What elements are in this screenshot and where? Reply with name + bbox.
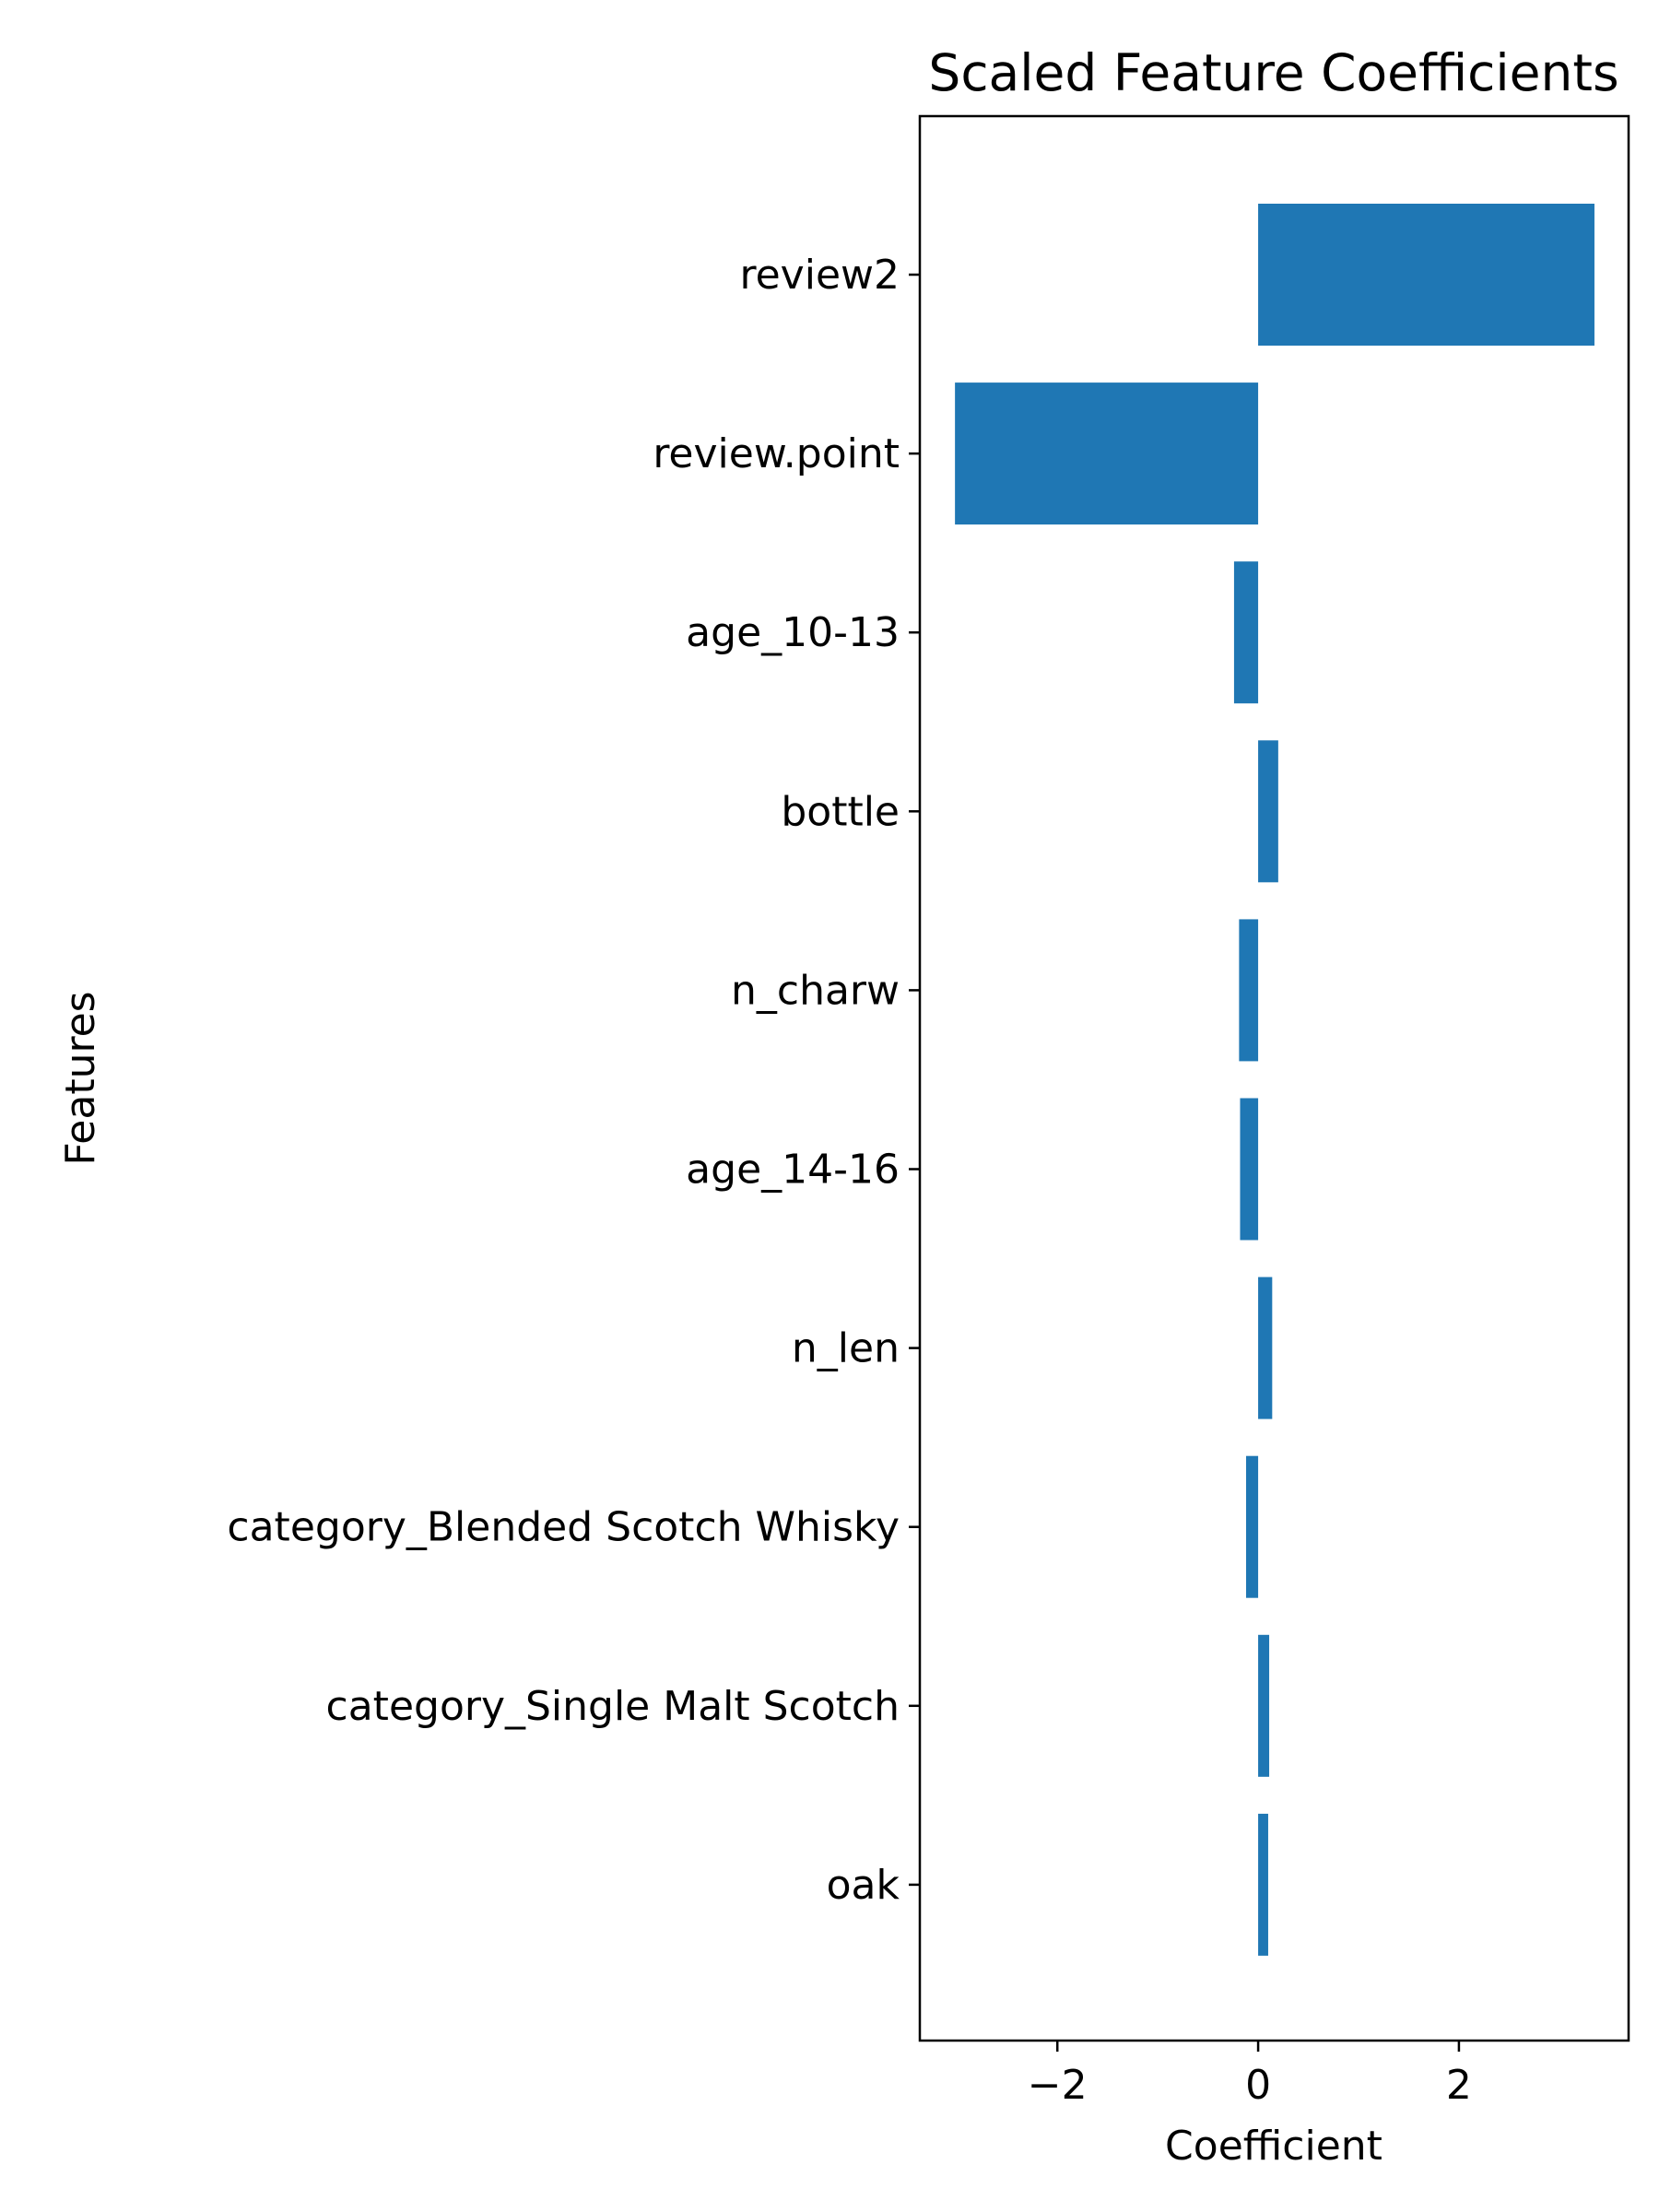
bar-7	[1246, 1455, 1259, 1598]
y-tick-label-3: bottle	[781, 788, 900, 835]
x-tick-label-2: 2	[1446, 2062, 1472, 2109]
x-axis-ticks: −2 0 2	[1028, 2041, 1472, 2109]
bar-0	[1258, 204, 1594, 346]
plot-frame	[918, 114, 1630, 2042]
y-tick-label-7: category_Blended Scotch Whisky	[227, 1504, 900, 1551]
bars-group	[955, 204, 1594, 1956]
bar-5	[1240, 1098, 1259, 1241]
y-axis-label: Features	[57, 991, 104, 1165]
bar-4	[1239, 919, 1259, 1062]
y-tick-label-6: n_len	[792, 1325, 900, 1372]
bar-1	[955, 382, 1259, 525]
x-axis-label: Coefficient	[1165, 2123, 1382, 2170]
y-tick-label-9: oak	[827, 1862, 900, 1909]
y-tick-label-5: age_14-16	[686, 1147, 900, 1194]
y-tick-label-8: category_Single Malt Scotch	[326, 1683, 900, 1730]
bar-9	[1258, 1813, 1268, 1956]
x-tick-label-1: 0	[1245, 2062, 1271, 2109]
x-tick-label-0: −2	[1028, 2062, 1088, 2109]
chart-title: Scaled Feature Coefficients	[928, 43, 1618, 102]
y-tick-label-1: review.point	[653, 430, 900, 477]
y-tick-label-4: n_charw	[731, 967, 900, 1014]
y-tick-label-0: review2	[739, 252, 900, 299]
bar-8	[1258, 1634, 1270, 1777]
bar-2	[1233, 561, 1259, 704]
bar-3	[1258, 740, 1278, 883]
y-tick-label-2: age_10-13	[686, 609, 900, 656]
bar-6	[1258, 1277, 1273, 1419]
